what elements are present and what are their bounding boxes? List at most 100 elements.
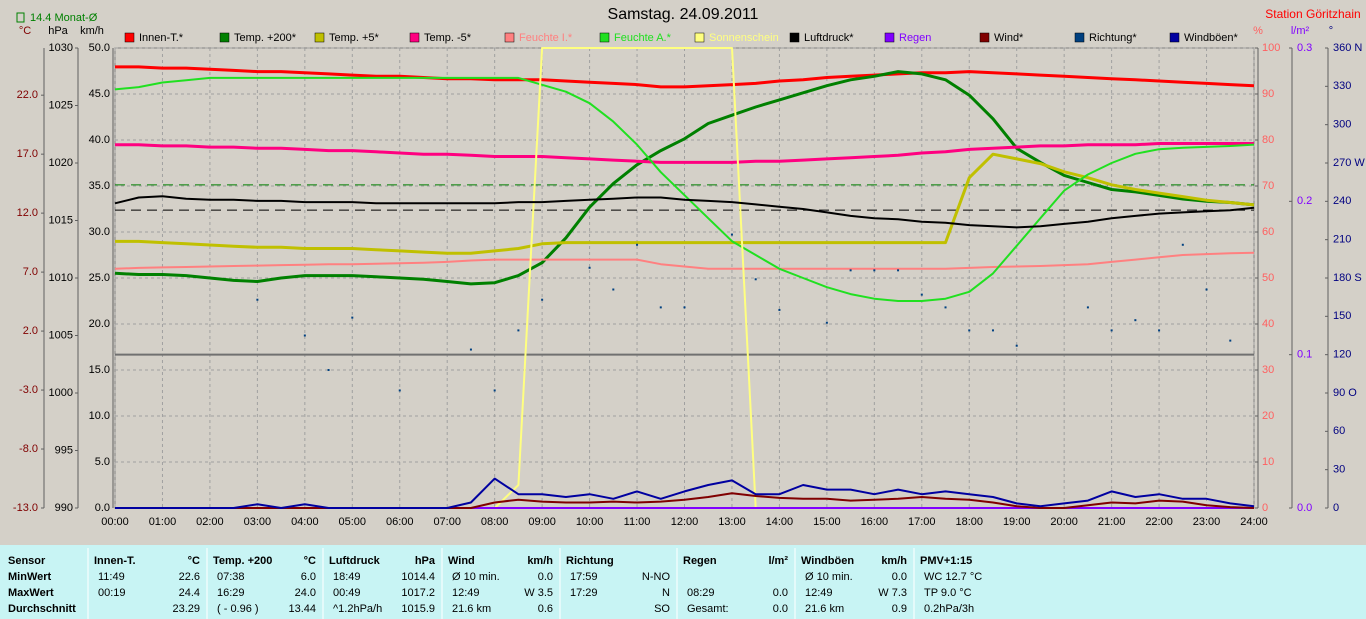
y-tick-label: 25.0: [89, 272, 110, 284]
y-tick-label: -13.0: [13, 502, 38, 514]
reference-icon: [16, 12, 25, 23]
x-tick-label: 15:00: [813, 516, 841, 528]
legend-swatch: [504, 32, 515, 43]
cell-left: 18:49: [333, 571, 361, 583]
y-tick-label: 17.0: [17, 148, 38, 160]
cell-right: 1015.9: [401, 603, 435, 615]
direction-dot: [849, 269, 852, 272]
x-tick-label: 03:00: [244, 516, 272, 528]
cell-left: 11:49: [98, 571, 125, 583]
y-tick-label: 0.2: [1297, 195, 1312, 207]
x-tick-label: 16:00: [861, 516, 889, 528]
x-tick-label: 11:00: [624, 516, 651, 528]
column-name: Wind: [448, 555, 475, 567]
y-tick-label: 22.0: [17, 89, 38, 101]
cell-right: 24.0: [295, 587, 316, 599]
y-tick-label: 40: [1262, 318, 1274, 330]
y-tick-label: 1015: [49, 214, 73, 226]
y-tick-label: 0: [1262, 502, 1268, 514]
y-tick-label: 5.0: [95, 456, 110, 468]
axis-unit: °C: [19, 25, 31, 37]
y-tick-label: 0.0: [1297, 502, 1312, 514]
direction-dot: [636, 243, 639, 246]
direction-dot: [873, 269, 876, 272]
column-name: PMV+1:15: [920, 555, 972, 567]
column-unit: km/h: [881, 555, 907, 567]
legend-label: Temp. +5*: [329, 32, 380, 44]
axis-unit: %: [1253, 25, 1263, 37]
direction-dot: [327, 369, 330, 371]
y-tick-label: 1025: [49, 99, 73, 111]
row-label: MinWert: [8, 571, 52, 583]
cell-left: ( - 0.96 ): [217, 603, 259, 615]
cell-left: 21.6 km: [805, 603, 844, 615]
x-tick-label: 00:00: [101, 516, 129, 528]
stats-background: [0, 545, 1366, 619]
direction-dot: [920, 293, 923, 296]
cell-left: Ø 10 min.: [452, 571, 500, 583]
cell-right: 0.0: [892, 571, 907, 583]
y-tick-label: 1020: [49, 157, 73, 169]
series-line: [114, 251, 1255, 270]
legend-label: Luftdruck*: [804, 32, 854, 44]
direction-dot: [730, 233, 733, 236]
column-unit: hPa: [415, 555, 436, 567]
direction-dot: [1158, 329, 1161, 332]
direction-dot: [1181, 243, 1184, 246]
cell-left: 07:38: [217, 571, 245, 583]
y-tick-label: 30: [1262, 364, 1274, 376]
legend-label: Sonnenschein: [709, 32, 779, 44]
y-tick-label: 210: [1333, 234, 1351, 246]
column-name: Temp. +200: [213, 555, 272, 567]
cell-right: 0.0: [773, 603, 788, 615]
y-tick-label: 15.0: [89, 364, 110, 376]
series-line: [114, 195, 1255, 229]
y-tick-label: 30.0: [89, 226, 110, 238]
y-tick-label: 300: [1333, 119, 1351, 131]
cell-right: 0.0: [773, 587, 788, 599]
y-tick-label: 150: [1333, 310, 1351, 322]
y-tick-label: 0.1: [1297, 349, 1312, 361]
column-unit: °C: [304, 555, 316, 567]
legend-swatch: [979, 32, 990, 43]
row-label: MaxWert: [8, 587, 54, 599]
y-tick-label: 1000: [49, 387, 73, 399]
cell-left: 16:29: [217, 587, 245, 599]
series-line: [115, 477, 1255, 509]
direction-dot: [1134, 319, 1137, 322]
cell-left: ^1.2hPa/h: [333, 603, 382, 615]
y-tick-label: 70: [1262, 180, 1274, 192]
column-name: Windböen: [801, 555, 854, 567]
direction-dot: [517, 329, 520, 332]
y-tick-label: 990: [55, 502, 73, 514]
cell-right: 13.44: [288, 603, 316, 615]
legend-swatch: [219, 32, 230, 43]
y-tick-label: 0.0: [95, 502, 110, 514]
cell-left: 12:49: [805, 587, 833, 599]
y-tick-label: 0: [1333, 502, 1339, 514]
series-line: [115, 492, 1255, 509]
cell-right: W 3.5: [524, 587, 553, 599]
y-tick-label: 240: [1333, 195, 1351, 207]
y-tick-label: -3.0: [19, 384, 38, 396]
cell-left: 12:49: [452, 587, 480, 599]
direction-dot: [1015, 344, 1018, 347]
y-tick-label: 45.0: [89, 88, 110, 100]
cell-left: Ø 10 min.: [805, 571, 853, 583]
direction-dot: [1086, 306, 1089, 309]
direction-dot: [1110, 329, 1113, 332]
y-tick-label: 20.0: [89, 318, 110, 330]
y-tick-label: 12.0: [17, 207, 38, 219]
legend-swatch: [124, 32, 135, 43]
y-tick-label: 180 S: [1333, 272, 1362, 284]
y-tick-label: 50: [1262, 272, 1274, 284]
y-tick-label: -8.0: [19, 443, 38, 455]
x-tick-label: 19:00: [1003, 516, 1031, 528]
x-tick-label: 22:00: [1145, 516, 1173, 528]
cell-left: WC 12.7 °C: [924, 571, 982, 583]
y-tick-label: 10: [1262, 456, 1274, 468]
cell-left: 0.2hPa/3h: [924, 603, 974, 615]
x-tick-label: 24:00: [1240, 516, 1268, 528]
legend-label: Richtung*: [1089, 32, 1137, 44]
